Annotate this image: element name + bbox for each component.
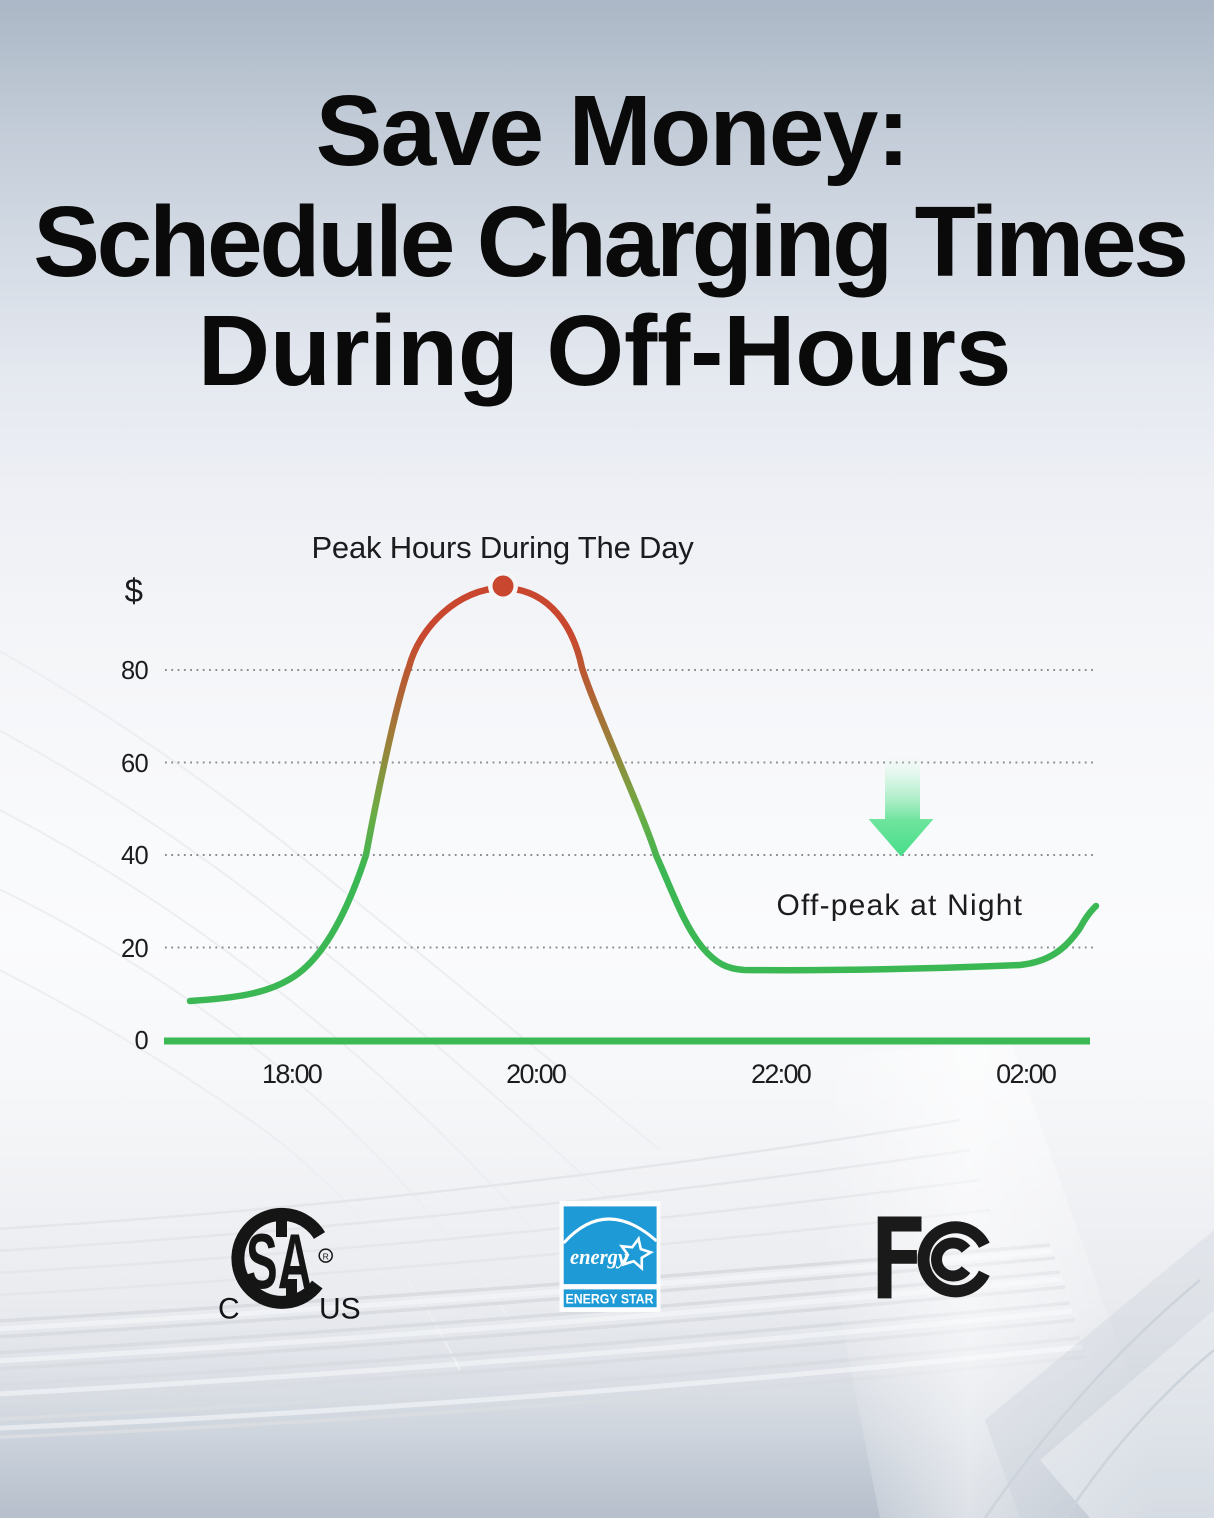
svg-text:C: C xyxy=(218,1293,240,1326)
svg-text:R: R xyxy=(323,1252,329,1262)
svg-text:US: US xyxy=(319,1293,361,1326)
svg-text:ENERGY STAR: ENERGY STAR xyxy=(566,1291,654,1307)
svg-text:energy: energy xyxy=(570,1244,627,1269)
